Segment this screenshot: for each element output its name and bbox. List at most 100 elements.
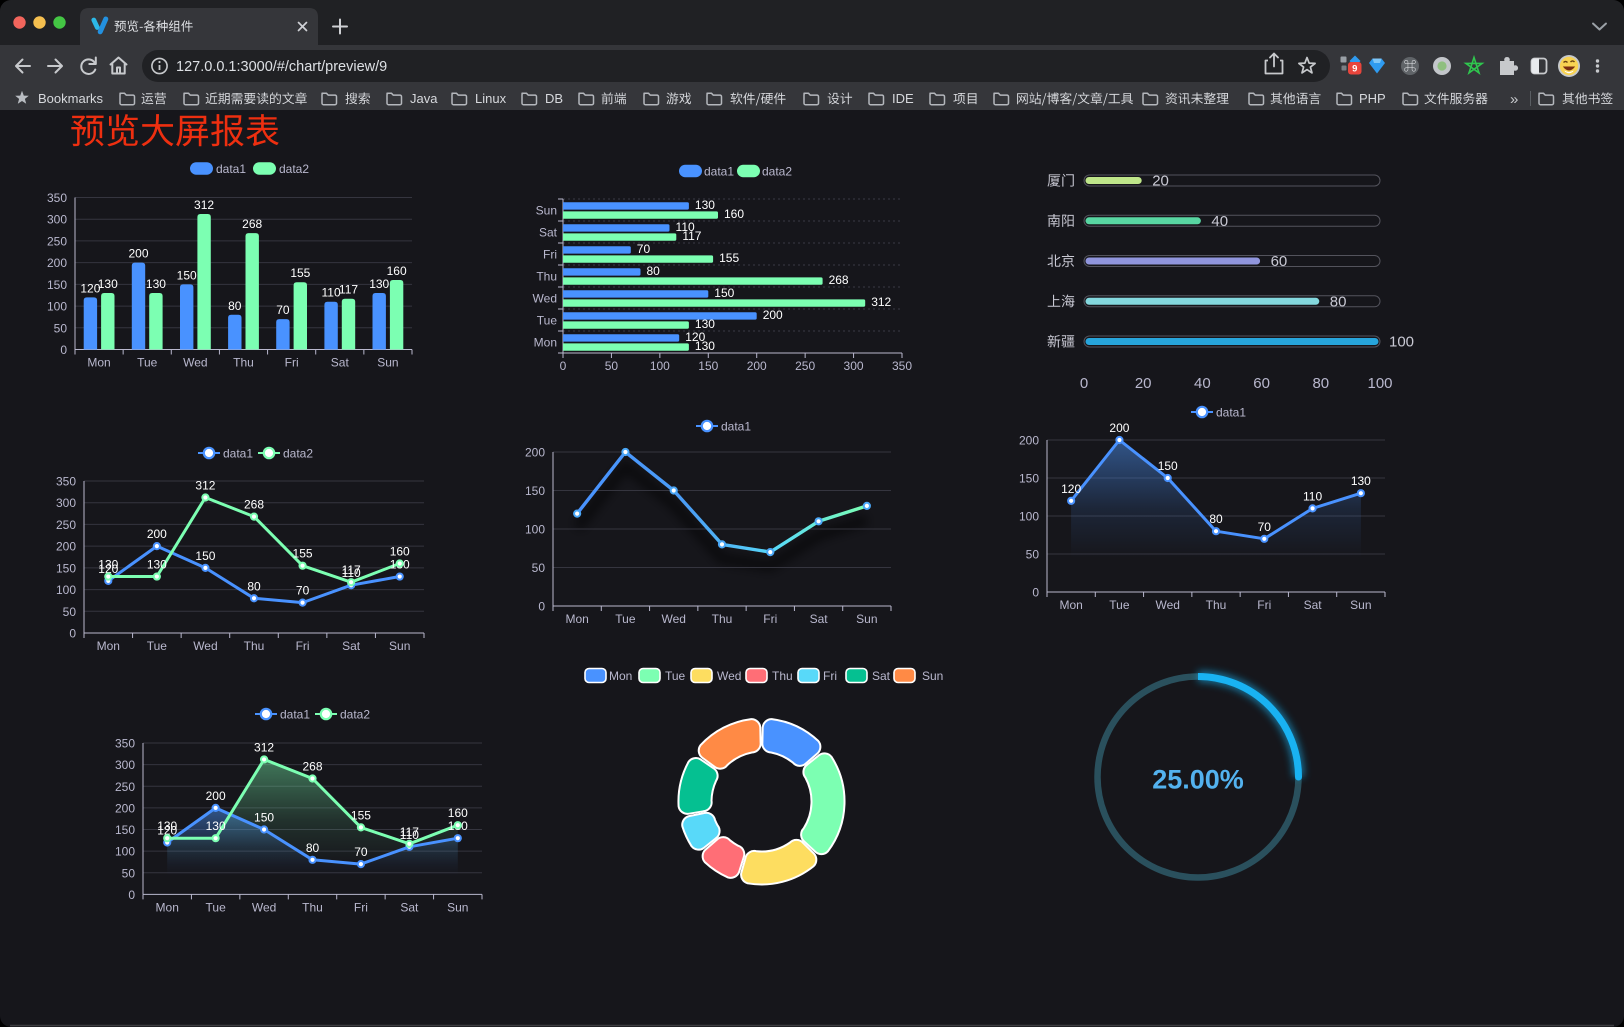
svg-text:160: 160: [390, 545, 410, 559]
svg-text:Mon: Mon: [534, 336, 557, 350]
svg-text:300: 300: [56, 496, 76, 510]
svg-text:250: 250: [56, 518, 76, 532]
svg-text:200: 200: [763, 308, 783, 322]
svg-text:117: 117: [682, 229, 701, 243]
svg-text:Fri: Fri: [1257, 598, 1271, 612]
svg-text:130: 130: [206, 819, 226, 833]
svg-text:Thu: Thu: [302, 900, 323, 914]
svg-text:70: 70: [1258, 520, 1272, 534]
svg-text:127.0.0.1:3000/#/chart/preview: 127.0.0.1:3000/#/chart/preview/9: [176, 59, 387, 75]
svg-text:DB: DB: [545, 91, 563, 106]
svg-text:Mon: Mon: [1059, 598, 1082, 612]
svg-text:data2: data2: [279, 162, 309, 176]
svg-text:Mon: Mon: [97, 639, 120, 653]
svg-text:50: 50: [54, 321, 68, 335]
svg-text:70: 70: [354, 845, 368, 859]
svg-text:150: 150: [254, 811, 274, 825]
svg-text:Wed: Wed: [183, 356, 207, 370]
svg-text:IDE: IDE: [892, 91, 914, 106]
svg-text:Fri: Fri: [543, 248, 557, 262]
svg-text:155: 155: [290, 266, 310, 280]
svg-text:130: 130: [1351, 474, 1371, 488]
svg-text:70: 70: [296, 584, 310, 598]
svg-text:80: 80: [1312, 375, 1329, 392]
svg-text:Wed: Wed: [252, 900, 276, 914]
svg-text:Sun: Sun: [389, 639, 410, 653]
svg-text:Fri: Fri: [296, 639, 310, 653]
svg-text:40: 40: [1194, 375, 1211, 392]
svg-text:268: 268: [244, 498, 264, 512]
svg-text:117: 117: [339, 283, 358, 297]
svg-text:200: 200: [147, 527, 167, 541]
svg-text:150: 150: [525, 484, 545, 498]
svg-text:350: 350: [47, 191, 67, 205]
svg-text:150: 150: [47, 278, 67, 292]
svg-text:50: 50: [1026, 548, 1040, 562]
svg-text:130: 130: [98, 277, 118, 291]
svg-text:150: 150: [195, 549, 215, 563]
svg-text:150: 150: [177, 268, 197, 282]
svg-text:Tue: Tue: [1109, 598, 1130, 612]
svg-text:312: 312: [254, 740, 274, 754]
svg-text:0: 0: [538, 600, 545, 614]
svg-text:0: 0: [60, 343, 67, 357]
svg-text:110: 110: [676, 220, 695, 234]
svg-text:Thu: Thu: [712, 612, 733, 626]
svg-text:Sun: Sun: [536, 204, 557, 218]
svg-text:0: 0: [69, 627, 76, 641]
svg-text:350: 350: [115, 737, 135, 751]
svg-text:Sun: Sun: [856, 612, 877, 626]
svg-text:160: 160: [448, 806, 468, 820]
svg-text:Thu: Thu: [772, 669, 793, 683]
svg-text:200: 200: [206, 789, 226, 803]
svg-text:20: 20: [1135, 375, 1152, 392]
svg-text:200: 200: [56, 540, 76, 554]
svg-text:150: 150: [56, 561, 76, 575]
svg-text:100: 100: [525, 523, 545, 537]
svg-text:Fri: Fri: [285, 356, 299, 370]
svg-text:0: 0: [560, 359, 567, 373]
svg-text:300: 300: [115, 758, 135, 772]
svg-text:150: 150: [714, 286, 734, 300]
svg-text:Thu: Thu: [536, 270, 557, 284]
svg-text:350: 350: [892, 359, 912, 373]
svg-text:130: 130: [369, 277, 389, 291]
svg-text:312: 312: [194, 198, 214, 212]
svg-text:Sun: Sun: [922, 669, 943, 683]
svg-text:20: 20: [1152, 173, 1169, 190]
svg-text:200: 200: [47, 256, 67, 270]
svg-text:0: 0: [1080, 375, 1088, 392]
svg-text:100: 100: [56, 583, 76, 597]
svg-text:150: 150: [115, 823, 135, 837]
svg-text:Fri: Fri: [763, 612, 777, 626]
svg-text:250: 250: [795, 359, 815, 373]
svg-text:Sat: Sat: [1304, 598, 1323, 612]
svg-text:70: 70: [276, 303, 290, 317]
svg-text:250: 250: [47, 234, 67, 248]
svg-text:Linux: Linux: [475, 91, 507, 106]
svg-text:200: 200: [747, 359, 767, 373]
svg-text:110: 110: [322, 286, 341, 300]
svg-text:155: 155: [293, 547, 313, 561]
svg-text:PHP: PHP: [1359, 91, 1386, 106]
svg-text:200: 200: [1019, 434, 1039, 448]
svg-text:Mon: Mon: [156, 900, 179, 914]
svg-text:Mon: Mon: [609, 669, 632, 683]
svg-text:150: 150: [1019, 472, 1039, 486]
svg-text:70: 70: [637, 242, 651, 256]
svg-text:80: 80: [306, 841, 320, 855]
svg-text:160: 160: [387, 264, 407, 278]
svg-text:9: 9: [1352, 64, 1357, 75]
svg-text:50: 50: [532, 561, 546, 575]
svg-text:60: 60: [1253, 375, 1270, 392]
svg-text:Wed: Wed: [1155, 598, 1179, 612]
svg-text:268: 268: [829, 273, 849, 287]
svg-text:data1: data1: [704, 165, 734, 179]
svg-text:120: 120: [80, 281, 100, 295]
svg-text:Sun: Sun: [377, 356, 398, 370]
svg-text:Mon: Mon: [87, 356, 110, 370]
svg-text:80: 80: [1209, 512, 1223, 526]
svg-text:50: 50: [605, 359, 619, 373]
svg-text:80: 80: [646, 264, 660, 278]
svg-text:200: 200: [1109, 421, 1129, 435]
